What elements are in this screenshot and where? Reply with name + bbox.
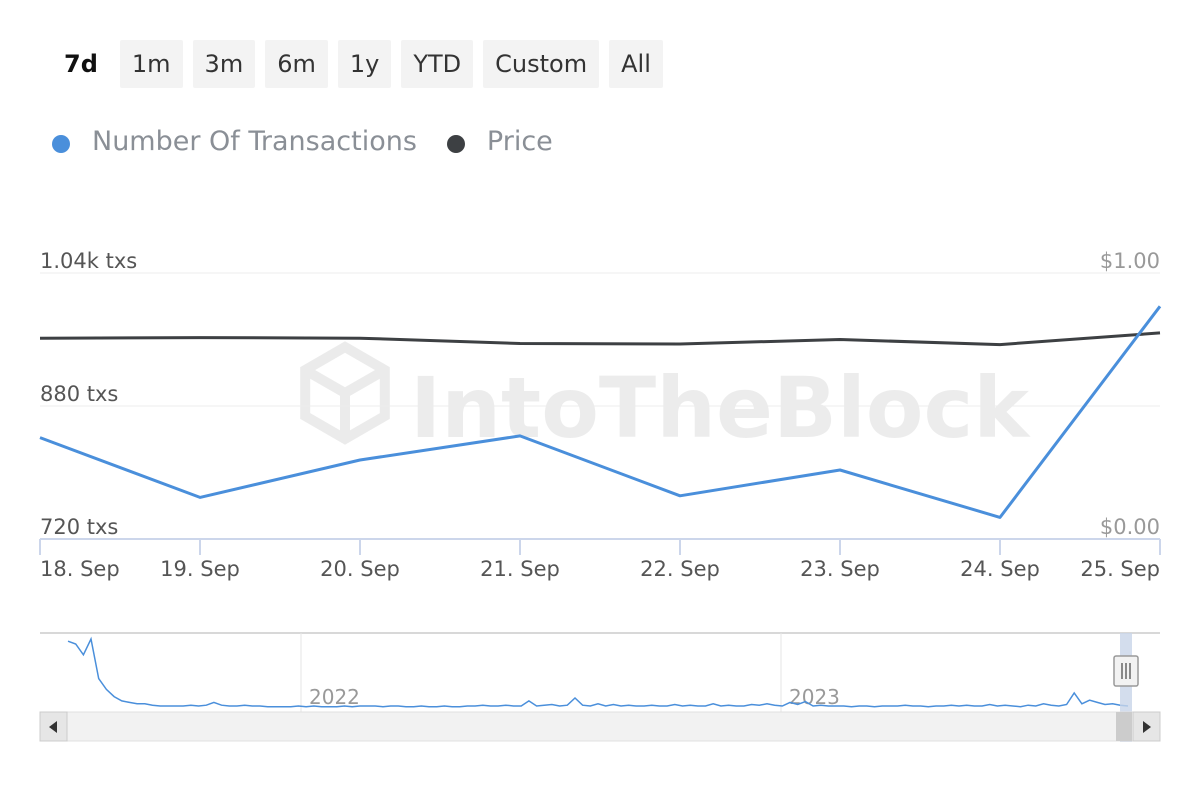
x-tick-label: 18. Sep xyxy=(40,557,120,581)
range-button-7d[interactable]: 7d xyxy=(64,50,98,78)
scrollbar-thumb[interactable] xyxy=(1116,712,1132,741)
x-tick-label: 24. Sep xyxy=(960,557,1040,581)
x-tick-label: 20. Sep xyxy=(320,557,400,581)
y-right-tick-label: $1.00 xyxy=(1100,249,1160,273)
price-line xyxy=(39,331,1161,347)
watermark: IntoTheBlock xyxy=(300,341,1031,457)
arrow-right-icon xyxy=(1143,721,1151,733)
x-tick-label: 25. Sep xyxy=(1080,557,1160,581)
y-axis-labels: 720 txs 880 txs 1.04k txs $0.00 $1.00 xyxy=(40,249,1160,539)
legend-item-transactions[interactable]: Number Of Transactions xyxy=(52,126,417,157)
legend-dot-icon xyxy=(446,134,465,153)
x-tick-label: 23. Sep xyxy=(800,557,880,581)
range-button-custom[interactable]: Custom xyxy=(483,40,600,88)
scrollbar-track[interactable] xyxy=(39,711,1161,742)
x-tick-label: 21. Sep xyxy=(480,557,560,581)
transactions-line xyxy=(39,305,1162,519)
watermark-hexagon xyxy=(300,341,390,445)
grid xyxy=(40,272,1160,407)
legend: Number Of Transactions Price xyxy=(52,126,553,157)
range-selector: 7d 1m 3m 6m 1y YTD Custom All xyxy=(52,40,663,88)
y-left-tick-label: 1.04k txs xyxy=(40,249,137,273)
navigator-handle[interactable] xyxy=(1113,655,1139,687)
range-button-1y[interactable]: 1y xyxy=(337,40,392,88)
x-tick-label: 19. Sep xyxy=(160,557,240,581)
legend-dot-icon xyxy=(52,134,70,153)
y-left-tick-label: 720 txs xyxy=(40,515,118,539)
y-left-tick-label: 880 txs xyxy=(40,382,118,406)
navigator-year-label: 2022 xyxy=(309,685,360,709)
arrow-left-icon xyxy=(49,721,57,733)
range-button-3m[interactable]: 3m xyxy=(192,40,256,88)
legend-label: Number Of Transactions xyxy=(92,126,417,157)
x-tick-label: 22. Sep xyxy=(640,557,720,581)
watermark-text: IntoTheBlock xyxy=(410,359,1031,457)
navigator[interactable]: 2022 2023 xyxy=(39,632,1161,742)
range-button-ytd[interactable]: YTD xyxy=(401,40,474,88)
range-button-1m[interactable]: 1m xyxy=(119,40,183,88)
watermark-logo-icon xyxy=(300,341,390,445)
legend-label: Price xyxy=(486,126,553,157)
series xyxy=(39,305,1162,519)
x-axis: 18. Sep 19. Sep 20. Sep 21. Sep 22. Sep 23. S… xyxy=(39,538,1161,581)
navigator-series-line xyxy=(67,636,1129,708)
y-right-tick-label: $0.00 xyxy=(1100,515,1160,539)
range-button-all[interactable]: All xyxy=(609,40,663,88)
legend-item-price[interactable]: Price xyxy=(446,126,553,157)
range-button-6m[interactable]: 6m xyxy=(265,40,328,88)
watermark-hexagon-inner xyxy=(302,365,388,439)
